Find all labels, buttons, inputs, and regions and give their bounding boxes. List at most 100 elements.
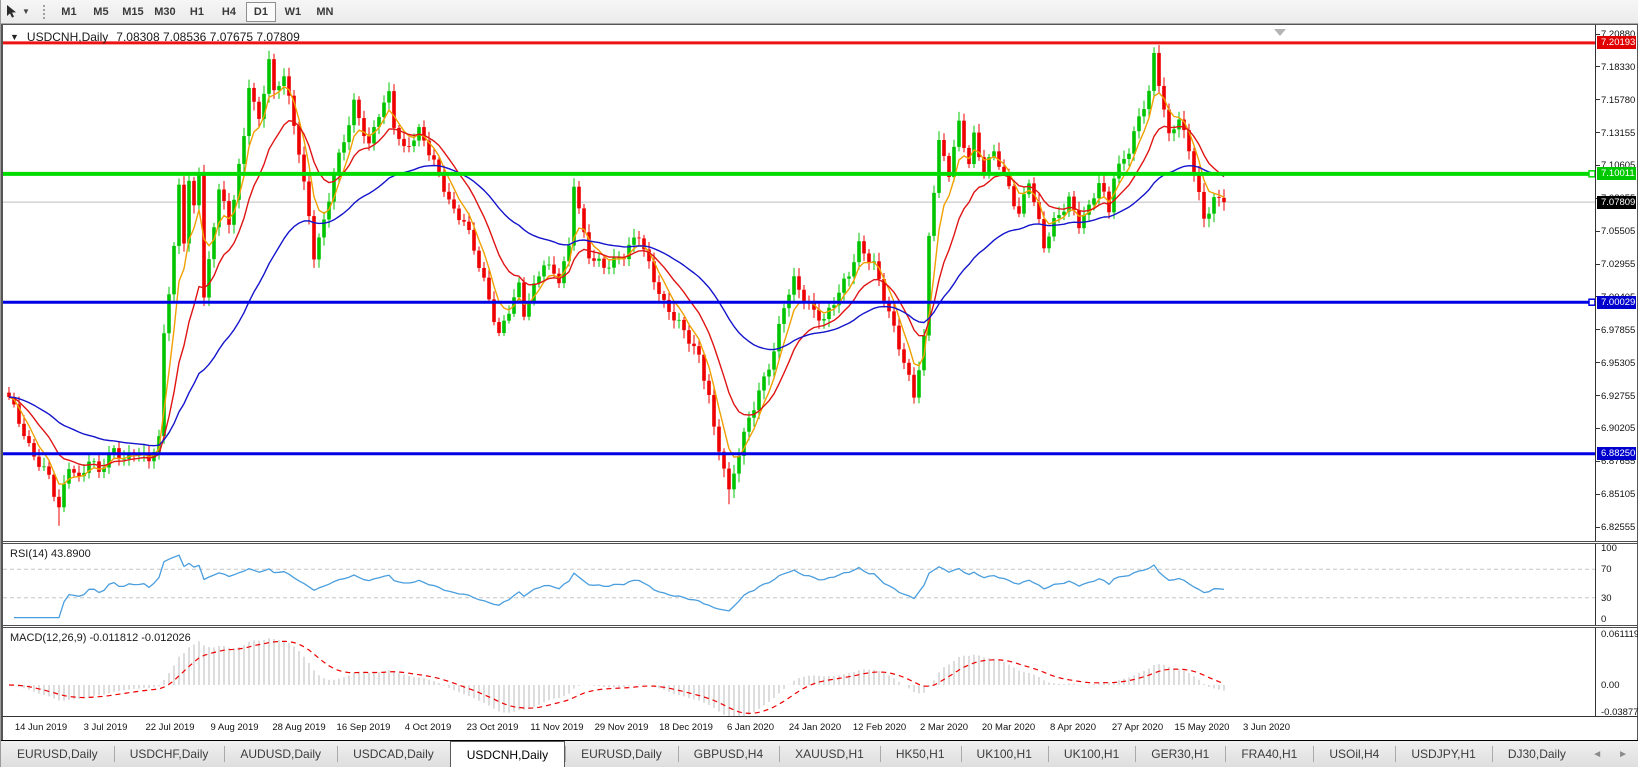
- chart-tab-usoil-h4[interactable]: USOil,H4: [1313, 741, 1395, 767]
- candle: [52, 474, 56, 497]
- timeframe-toolbar: ▼ M1 M5 M15 M30 H1 H4 D1 W1 MN: [1, 0, 1638, 24]
- rsi-tick-label: 0: [1601, 614, 1607, 625]
- candle: [537, 276, 541, 284]
- timeframe-button-m1[interactable]: M1: [61, 5, 77, 18]
- candle: [1137, 116, 1141, 132]
- chart-menu-icon[interactable]: ▼: [10, 32, 19, 42]
- candle: [407, 146, 411, 147]
- candle: [977, 132, 981, 158]
- date-tick-label: 4 Oct 2019: [404, 722, 452, 733]
- candle: [647, 249, 651, 262]
- candle: [387, 91, 391, 103]
- candle: [317, 237, 321, 260]
- date-tick-label: 16 Sep 2019: [336, 722, 391, 733]
- date-tick-label: 28 Aug 2019: [272, 722, 326, 733]
- chart-tab-eurusd-daily[interactable]: EURUSD,Daily: [17, 747, 98, 761]
- candle: [1057, 215, 1061, 218]
- chart-tab-usdchf-daily[interactable]: USDCHF,Daily: [113, 741, 225, 767]
- chart-tab-gbpusd-h4[interactable]: GBPUSD,H4: [677, 741, 779, 767]
- candle: [582, 208, 586, 233]
- candle: [462, 220, 466, 222]
- rsi-panel: RSI(14) 43.8900 100 70 30 0: [1, 543, 1638, 625]
- chart-tab-ger30-h1[interactable]: GER30,H1: [1135, 741, 1225, 767]
- chart-tab-xauusd-h1[interactable]: XAUUSD,H1: [779, 741, 880, 767]
- chart-tab-usdjpy-h1[interactable]: USDJPY,H1: [1395, 741, 1491, 767]
- chart-ohlc-values: 7.08308 7.08536 7.07675 7.07809: [116, 30, 300, 44]
- timeframe-button-m15[interactable]: M15: [122, 5, 144, 18]
- chart-tab-dj30-daily[interactable]: DJ30,Daily: [1491, 741, 1582, 767]
- chart-tab-audusd-daily[interactable]: AUDUSD,Daily: [224, 741, 337, 767]
- price-level-badge: 7.20193: [1597, 36, 1636, 50]
- candle: [247, 87, 251, 137]
- candle: [862, 241, 866, 254]
- macd-axis: 0.061119 0.00 -0.038777: [1595, 628, 1638, 718]
- price-tick-mark: [1596, 428, 1600, 429]
- tabs-scroll-left-icon[interactable]: ◄: [1592, 748, 1603, 760]
- date-tick-label: 18 Dec 2019: [659, 722, 713, 733]
- timeframe-button-mn[interactable]: MN: [316, 5, 334, 18]
- timeframe-button-m30[interactable]: M30: [154, 5, 176, 18]
- price-tick-label: 6.97855: [1601, 324, 1636, 336]
- chart-tab-uk100-h1[interactable]: UK100,H1: [1047, 741, 1135, 767]
- candle: [937, 140, 941, 193]
- chart-tab-fra40-h1[interactable]: FRA40,H1: [1225, 741, 1313, 767]
- candle: [1017, 206, 1021, 214]
- price-level-badge: 7.00029: [1597, 295, 1636, 309]
- object-marker-icon[interactable]: [1274, 29, 1286, 36]
- macd-plot[interactable]: [3, 628, 1599, 721]
- candle: [192, 180, 196, 206]
- chart-tab-uk100-h1[interactable]: UK100,H1: [960, 741, 1048, 767]
- candle: [1212, 197, 1216, 214]
- candle: [297, 125, 301, 155]
- candle: [542, 265, 546, 277]
- candle: [172, 245, 176, 295]
- candle: [677, 319, 681, 321]
- candle: [252, 87, 256, 102]
- date-tick-label: 8 Apr 2020: [1050, 722, 1096, 733]
- candle: [817, 309, 821, 321]
- ma-slow-line: [8, 164, 1225, 447]
- rsi-plot[interactable]: [3, 544, 1599, 630]
- timeframe-button-m5[interactable]: M5: [93, 5, 109, 18]
- candle: [362, 118, 366, 137]
- ma-mid-line: [8, 120, 1225, 467]
- price-tick-mark: [1596, 132, 1600, 133]
- price-axis[interactable]: 7.208807.183307.157807.131557.106057.080…: [1595, 25, 1637, 541]
- candlestick-plot[interactable]: [3, 25, 1599, 547]
- candle: [422, 127, 426, 141]
- price-level-badge: 7.10011: [1597, 167, 1636, 181]
- candle: [552, 264, 556, 274]
- chevron-down-icon[interactable]: ▼: [22, 7, 30, 16]
- tabs-scroll-right-icon[interactable]: ►: [1618, 748, 1628, 760]
- chart-tab-usdcnh-daily[interactable]: USDCNH,Daily: [449, 741, 566, 767]
- price-tick-mark: [1596, 34, 1600, 35]
- timeframe-button-h4[interactable]: H4: [221, 5, 236, 18]
- timeframe-button-d1[interactable]: D1: [245, 1, 276, 22]
- candle: [882, 278, 886, 301]
- price-tick-mark: [1596, 494, 1600, 495]
- candle: [167, 294, 171, 334]
- candle: [627, 244, 631, 260]
- price-level-badge: 7.07809: [1597, 195, 1636, 209]
- candle: [1002, 166, 1006, 173]
- candle: [637, 237, 641, 239]
- rsi-tick-label: 30: [1601, 592, 1612, 604]
- price-tick-mark: [1596, 329, 1600, 330]
- chart-tab-usdcad-daily[interactable]: USDCAD,Daily: [337, 741, 450, 767]
- candle: [1192, 151, 1196, 174]
- candle: [632, 237, 636, 245]
- date-axis[interactable]: 14 Jun 2019 3 Jul 2019 22 Jul 2019 9 Aug 20…: [1, 716, 1638, 740]
- chart-tab-eurusd-daily[interactable]: EURUSD,Daily: [565, 741, 678, 767]
- candle: [432, 155, 436, 160]
- candle: [887, 300, 891, 312]
- price-tick-mark: [1596, 165, 1600, 166]
- cursor-tool-button[interactable]: ▼: [1, 1, 34, 23]
- candle: [832, 305, 836, 308]
- candle: [842, 278, 846, 293]
- chart-tab-hk50-h1[interactable]: HK50,H1: [879, 741, 961, 767]
- candle: [212, 227, 216, 260]
- date-tick-label: 22 Jul 2019: [145, 722, 195, 733]
- date-tick-label: 12 Feb 2020: [852, 722, 907, 733]
- timeframe-button-w1[interactable]: W1: [284, 5, 302, 18]
- timeframe-button-h1[interactable]: H1: [189, 5, 204, 18]
